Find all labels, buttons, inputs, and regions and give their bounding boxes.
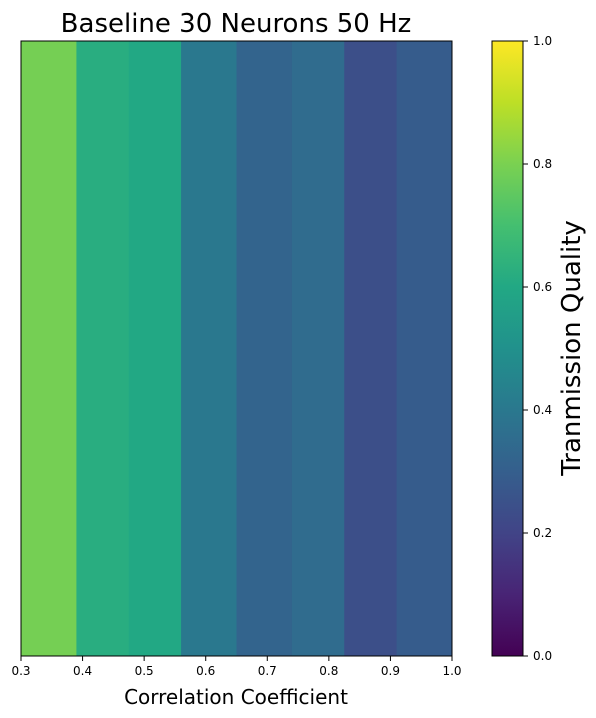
colorbar-tick-label-1: 0.2 xyxy=(533,526,552,540)
heatmap-cell-5 xyxy=(291,41,345,656)
heatmap-cells xyxy=(21,41,453,656)
colorbar-tick-label-5: 1.0 xyxy=(533,34,552,48)
x-axis-ticks: 0.3 0.4 0.5 0.6 0.7 0.8 0.9 1.0 xyxy=(11,656,462,678)
colorbar-ticks: 0.0 0.2 0.4 0.6 0.8 1.0 xyxy=(523,34,552,663)
colorbar-tick-label-3: 0.6 xyxy=(533,280,552,294)
heatmap-cell-3 xyxy=(181,41,237,656)
heatmap-cell-0 xyxy=(21,41,77,656)
heatmap-cell-4 xyxy=(236,41,293,656)
x-axis-label: Correlation Coefficient xyxy=(124,685,348,709)
colorbar-tick-label-2: 0.4 xyxy=(533,403,552,417)
colorbar-tick-label-0: 0.0 xyxy=(533,649,552,663)
x-tick-label-2: 0.5 xyxy=(135,664,154,678)
heatmap-cell-7 xyxy=(396,41,453,656)
x-tick-label-3: 0.6 xyxy=(196,664,215,678)
heatmap-cell-2 xyxy=(128,41,182,656)
heatmap-cell-1 xyxy=(76,41,130,656)
x-tick-label-0: 0.3 xyxy=(11,664,30,678)
colorbar xyxy=(491,40,524,657)
x-tick-label-6: 0.9 xyxy=(381,664,400,678)
x-tick-label-4: 0.7 xyxy=(258,664,277,678)
chart-title: Baseline 30 Neurons 50 Hz xyxy=(61,9,412,39)
x-tick-label-5: 0.8 xyxy=(319,664,338,678)
heatmap-cell-6 xyxy=(344,41,398,656)
colorbar-label: Tranmission Quality xyxy=(557,220,587,477)
plot-frame xyxy=(20,40,453,657)
x-tick-label-1: 0.4 xyxy=(73,664,92,678)
x-tick-label-7: 1.0 xyxy=(442,664,461,678)
colorbar-tick-label-4: 0.8 xyxy=(533,157,552,171)
